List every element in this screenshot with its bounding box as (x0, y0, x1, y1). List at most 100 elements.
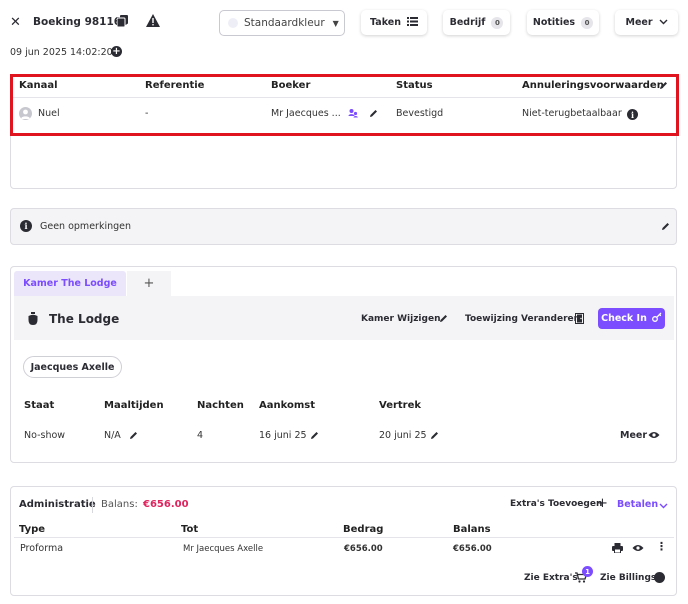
tab-kamer-the-lodge[interactable]: Kamer The Lodge (14, 271, 126, 296)
remarks-text: Geen opmerkingen (40, 221, 131, 232)
room-name: The Lodge (49, 312, 120, 326)
check-in-label: Check In (601, 313, 647, 324)
admin-title: Administratie (19, 499, 96, 510)
meer-button[interactable]: Meer (615, 10, 678, 35)
nachten-value: 4 (197, 430, 204, 441)
extras-count-badge: 1 (582, 566, 593, 577)
kamer-wijzigen-icon[interactable] (439, 314, 448, 326)
edit-maaltijden-icon[interactable] (129, 431, 138, 443)
notities-count-badge: 0 (581, 16, 594, 29)
notities-label: Notities (532, 17, 576, 28)
room-meer-label[interactable]: Meer (620, 430, 648, 441)
tot-value: Mr Jaecques Axelle (183, 544, 264, 554)
referentie-value: - (145, 108, 149, 119)
col-aankomst: Aankomst (259, 400, 316, 411)
extras-toevoegen-label[interactable]: Extra's Toevoegen (510, 499, 603, 509)
tab-label: Kamer The Lodge (23, 278, 117, 289)
add-circle-icon[interactable]: + (111, 45, 122, 57)
col-maaltijden: Maaltijden (104, 400, 164, 411)
notities-button[interactable]: Notities 0 (527, 10, 599, 35)
user-avatar-icon (19, 107, 32, 120)
bedrag-value: €656.00 (344, 544, 383, 554)
aankomst-value: 16 juni 25 (259, 430, 307, 441)
admin-row-divider (14, 537, 674, 538)
room-row-band (14, 416, 674, 454)
bedrijf-button[interactable]: Bedrijf 0 (443, 10, 510, 35)
col-vertrek: Vertrek (379, 400, 422, 411)
room-bell-icon (27, 312, 39, 328)
bedrijf-count-badge: 0 (491, 16, 504, 29)
zie-billings-label[interactable]: Zie Billings (600, 573, 657, 583)
col-nachten: Nachten (197, 400, 244, 411)
timestamp: 09 jun 2025 14:02:20 (10, 47, 113, 58)
guest-name: Jaecques Axelle (30, 361, 115, 373)
boeker-value[interactable]: Mr Jaecques ... (271, 108, 341, 119)
balans-row-value: €656.00 (453, 544, 492, 554)
zie-extras-label[interactable]: Zie Extra's (524, 573, 578, 583)
edit-aankomst-icon[interactable] (310, 431, 319, 443)
color-select-value: Standaardkleur (244, 17, 325, 29)
chevron-down-icon (659, 17, 668, 28)
col-tot: Tot (181, 524, 199, 535)
list-icon (406, 16, 418, 29)
toewijzing-label[interactable]: Toewijzing Veranderen (465, 314, 581, 324)
type-value: Proforma (20, 543, 64, 554)
balans-value: €656.00 (143, 499, 189, 510)
edit-vertrek-icon[interactable] (430, 431, 439, 443)
balans-label: Balans: (101, 499, 138, 510)
edit-boeker-icon[interactable] (369, 109, 378, 121)
room-header-bar (14, 296, 674, 340)
betalen-chevron-icon[interactable] (659, 501, 668, 512)
warning-icon[interactable] (146, 14, 160, 27)
booking-row-divider (13, 97, 676, 98)
annulering-value: Niet-terugbetaalbaar (522, 108, 622, 119)
key-icon (651, 312, 662, 325)
remarks-card (10, 208, 677, 245)
edit-remarks-icon[interactable] (661, 222, 670, 234)
eye-icon[interactable] (648, 431, 660, 442)
col-staat: Staat (24, 400, 55, 411)
color-swatch (228, 18, 238, 28)
view-icon[interactable] (632, 544, 644, 555)
bedrijf-label: Bedrijf (449, 17, 486, 28)
col-balans: Balans (453, 524, 491, 535)
staat-value: No-show (24, 430, 66, 441)
plus-icon[interactable]: + (597, 496, 608, 511)
add-tab-label: + (143, 276, 155, 291)
info-icon[interactable]: i (627, 109, 638, 120)
caret-down-icon: ▼ (332, 18, 339, 28)
meer-label: Meer (625, 17, 653, 28)
check-in-button[interactable]: Check In (598, 308, 665, 329)
billings-icon[interactable] (654, 572, 665, 583)
add-tab-button[interactable]: + (127, 271, 171, 296)
col-type: Type (19, 524, 46, 535)
col-referentie: Referentie (145, 80, 205, 91)
kanaal-value: Nuel (38, 108, 60, 119)
kamer-wijzigen-label[interactable]: Kamer Wijzigen (361, 314, 441, 324)
status-value: Bevestigd (396, 108, 444, 119)
admin-card (10, 486, 677, 596)
booking-info-highlight (10, 74, 679, 136)
copy-icon[interactable] (116, 15, 128, 28)
vertrek-value: 20 juni 25 (379, 430, 427, 441)
col-boeker: Boeker (271, 80, 311, 91)
color-select[interactable]: Standaardkleur ▼ (219, 10, 345, 36)
close-icon[interactable]: ✕ (10, 15, 21, 30)
col-bedrag: Bedrag (343, 524, 384, 535)
boeker-link-icon[interactable] (348, 108, 358, 121)
remarks-info-icon: i (20, 220, 32, 232)
maaltijden-value: N/A (104, 430, 121, 441)
col-kanaal: Kanaal (19, 80, 58, 91)
col-status: Status (396, 80, 433, 91)
page-title: Boeking 981163 (33, 16, 129, 28)
guest-chip[interactable]: Jaecques Axelle (23, 356, 122, 378)
taken-label: Taken (370, 17, 401, 28)
more-vertical-icon[interactable]: ⋮ (656, 540, 667, 553)
betalen-label[interactable]: Betalen (617, 499, 659, 510)
print-icon[interactable] (612, 543, 623, 556)
taken-button[interactable]: Taken (361, 10, 427, 35)
admin-divider (92, 497, 93, 513)
col-annulering: Annuleringsvoorwaarden (522, 80, 664, 91)
door-icon[interactable] (575, 313, 584, 327)
edit-annulering-icon[interactable] (659, 81, 668, 93)
